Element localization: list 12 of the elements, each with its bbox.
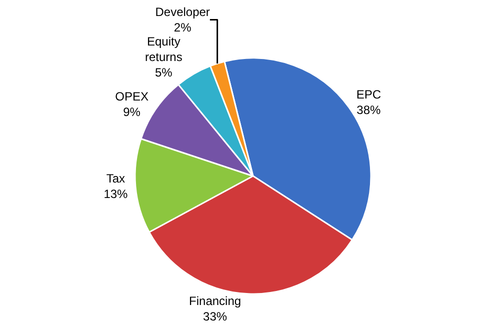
data-label: 13% (104, 187, 128, 202)
data-label: 5% (154, 66, 173, 80)
slice-label: EPC (356, 87, 382, 102)
slice-label: Financing (189, 294, 242, 308)
slice-label: Developer (155, 4, 210, 19)
data-label: 2% (174, 20, 192, 35)
slice-label: OPEX (115, 89, 148, 104)
data-label: 38% (356, 103, 382, 118)
slice-label: Tax (106, 172, 126, 186)
data-label: 9% (123, 105, 141, 120)
slice-label: Equity returns (144, 34, 182, 64)
data-label: 33% (203, 309, 228, 324)
